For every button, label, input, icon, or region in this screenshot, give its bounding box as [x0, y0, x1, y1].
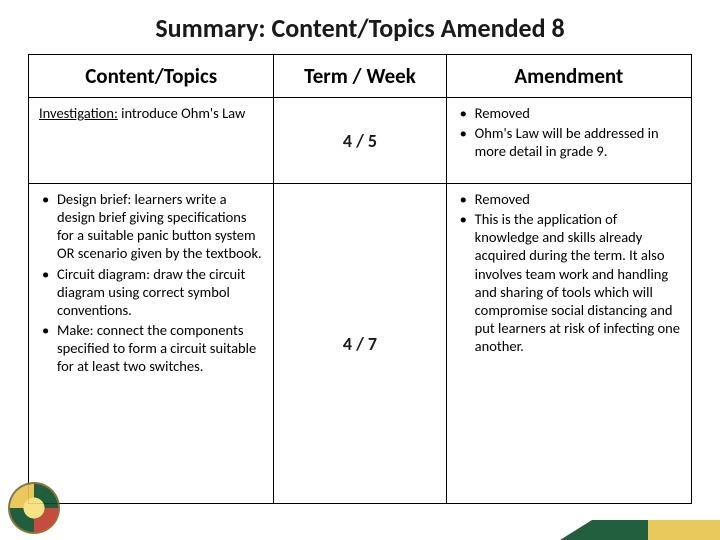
table-row: Design brief: learners write a design br… [29, 184, 692, 504]
amendments-table: Content/Topics Term / Week Amendment Inv… [28, 54, 692, 504]
content-list: Design brief: learners write a design br… [39, 190, 263, 375]
content-cell: Investigation: introduce Ohm's Law [29, 98, 274, 184]
term-cell: 4 / 7 [274, 184, 446, 504]
amendment-item: Removed [457, 190, 681, 208]
amendment-item: This is the application of knowledge and… [457, 210, 681, 355]
table-header-row: Content/Topics Term / Week Amendment [29, 55, 692, 98]
content-item: Design brief: learners write a design br… [39, 190, 263, 263]
header-amendment: Amendment [446, 55, 691, 98]
amendment-list: Removed Ohm's Law will be addressed in m… [457, 104, 681, 160]
amendment-cell: Removed Ohm's Law will be addressed in m… [446, 98, 691, 184]
amendment-item: Ohm's Law will be addressed in more deta… [457, 124, 681, 160]
footer-stripe [560, 520, 720, 540]
content-cell: Design brief: learners write a design br… [29, 184, 274, 504]
content-lead: Investigation: [39, 104, 118, 122]
table-row: Investigation: introduce Ohm's Law 4 / 5… [29, 98, 692, 184]
amendment-list: Removed This is the application of knowl… [457, 190, 681, 355]
crest-icon [8, 482, 60, 534]
page-title: Summary: Content/Topics Amended 8 [28, 12, 692, 44]
content-item: Circuit diagram: draw the circuit diagra… [39, 265, 263, 319]
slide-container: Summary: Content/Topics Amended 8 Conten… [0, 0, 720, 540]
amendment-item: Removed [457, 104, 681, 122]
term-cell: 4 / 5 [274, 98, 446, 184]
content-item: Make: connect the components specified t… [39, 321, 263, 375]
header-content: Content/Topics [29, 55, 274, 98]
amendment-cell: Removed This is the application of knowl… [446, 184, 691, 504]
header-term: Term / Week [274, 55, 446, 98]
content-rest: introduce Ohm's Law [118, 104, 246, 122]
